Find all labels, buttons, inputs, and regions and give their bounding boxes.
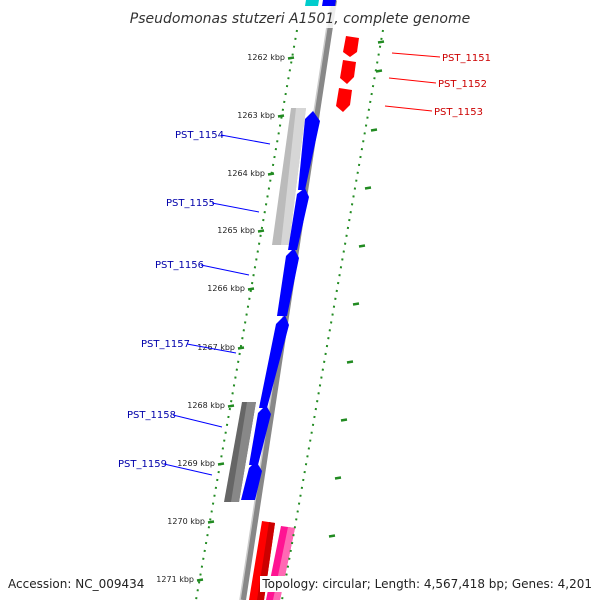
gene-label[interactable]: PST_1159 xyxy=(118,459,167,470)
gene-arrow-pst-1158[interactable] xyxy=(249,405,271,465)
tick-mark-right xyxy=(352,302,360,306)
map-title: Pseudomonas stutzeri A1501, complete gen… xyxy=(130,11,470,27)
tick-mark xyxy=(196,578,204,582)
tick-marks: 1262 kbp 1263 kbp 1264 kbp 1265 kbp 1266 kbp… xyxy=(156,40,385,584)
tick-mark-right xyxy=(377,40,385,44)
gene-arrow-pst-1157[interactable] xyxy=(259,315,289,408)
tick-mark xyxy=(227,404,235,408)
tick-label: 1266 kbp xyxy=(207,284,245,293)
tick-mark xyxy=(207,520,215,524)
gene-label-leader xyxy=(220,134,271,145)
gene-arrow-pst-1152[interactable] xyxy=(340,60,356,84)
gene-label-leader xyxy=(172,414,223,428)
feature-top-cyan xyxy=(305,0,319,6)
gene-label[interactable]: PST_1153 xyxy=(434,107,483,118)
tick-label: 1262 kbp xyxy=(247,53,285,62)
gene-label[interactable]: PST_1151 xyxy=(442,53,491,64)
gene-arrow-pst-1154[interactable] xyxy=(298,111,320,190)
gene-arrow-pst-1155[interactable] xyxy=(288,188,309,250)
right-gene-labels: PST_1151 PST_1152 PST_1153 xyxy=(384,52,491,118)
tick-label: 1270 kbp xyxy=(167,517,205,526)
gene-label-leader xyxy=(186,343,237,354)
gene-label[interactable]: PST_1158 xyxy=(127,410,176,421)
tick-mark xyxy=(217,462,225,466)
gene-arrow-pst-1156[interactable] xyxy=(277,248,299,316)
topology-label: Topology: circular; Length: 4,567,418 bp… xyxy=(260,576,594,592)
gene-label-leader xyxy=(391,52,441,58)
gene-arrow-pst-1151[interactable] xyxy=(343,36,359,57)
tick-mark xyxy=(257,229,265,233)
tick-mark-right xyxy=(346,360,354,364)
title-background xyxy=(128,6,472,28)
tick-label: 1267 kbp xyxy=(197,343,235,352)
gc-bar-dark-2 xyxy=(231,402,256,502)
tick-label: 1271 kbp xyxy=(156,575,194,584)
tick-mark xyxy=(247,287,255,291)
tick-mark xyxy=(237,346,245,350)
gene-label[interactable]: PST_1155 xyxy=(166,198,215,209)
tick-mark xyxy=(267,172,275,176)
gene-label[interactable]: PST_1152 xyxy=(438,79,487,90)
tick-label: 1265 kbp xyxy=(217,226,255,235)
gc-bar-light-2 xyxy=(281,108,306,245)
gene-arrow-pst-1159[interactable] xyxy=(241,461,262,500)
tick-mark-right xyxy=(370,128,378,132)
ruler-right xyxy=(281,29,384,600)
tick-mark-right xyxy=(328,534,336,538)
feature-top-blue xyxy=(322,0,336,6)
reverse-genes xyxy=(336,36,359,112)
gene-label[interactable]: PST_1156 xyxy=(155,260,204,271)
gene-label-leader xyxy=(200,264,250,276)
gene-label[interactable]: PST_1157 xyxy=(141,339,190,350)
ruler-left xyxy=(195,29,298,600)
gene-label-leader xyxy=(163,463,213,476)
tick-mark-right xyxy=(358,244,366,248)
gene-arrow-pst-1153[interactable] xyxy=(336,88,352,112)
gene-label-leader xyxy=(388,77,437,84)
tick-label: 1268 kbp xyxy=(187,401,225,410)
tick-mark-right xyxy=(375,69,383,73)
tick-mark-right xyxy=(364,186,372,190)
left-gene-labels: PST_1154 PST_1155 PST_1156 PST_1157 PST_1158… xyxy=(118,130,271,476)
tick-label: 1263 kbp xyxy=(237,111,275,120)
gene-label[interactable]: PST_1154 xyxy=(175,130,224,141)
forward-genes xyxy=(241,111,320,500)
tick-label: 1269 kbp xyxy=(177,459,215,468)
tick-mark-right xyxy=(340,418,348,422)
gene-label-leader xyxy=(384,105,433,112)
tick-mark xyxy=(277,114,285,118)
tick-mark xyxy=(287,56,295,60)
tick-label: 1264 kbp xyxy=(227,169,265,178)
gene-label-leader xyxy=(211,202,260,213)
tick-mark-right xyxy=(334,476,342,480)
accession-label: Accession: NC_009434 xyxy=(6,576,147,592)
